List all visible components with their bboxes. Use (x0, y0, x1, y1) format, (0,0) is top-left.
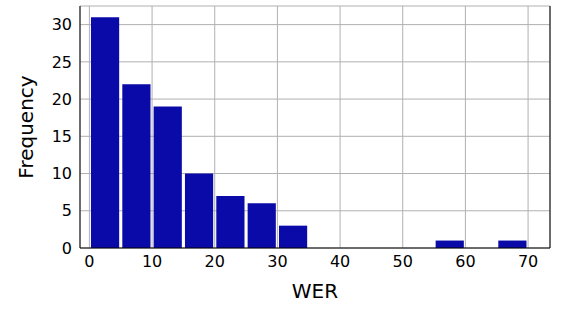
svg-text:15: 15 (52, 127, 72, 146)
svg-text:20: 20 (52, 90, 72, 109)
svg-text:60: 60 (455, 252, 475, 271)
svg-text:0: 0 (62, 239, 72, 258)
svg-text:0: 0 (84, 252, 94, 271)
svg-text:50: 50 (393, 252, 413, 271)
svg-text:25: 25 (52, 53, 72, 72)
svg-text:10: 10 (142, 252, 162, 271)
svg-text:5: 5 (62, 201, 72, 220)
svg-text:WER: WER (292, 279, 338, 303)
svg-text:70: 70 (518, 252, 538, 271)
svg-text:20: 20 (205, 252, 225, 271)
svg-text:40: 40 (330, 252, 350, 271)
svg-text:Frequency: Frequency (14, 75, 38, 178)
svg-text:30: 30 (52, 15, 72, 34)
svg-text:10: 10 (52, 164, 72, 183)
svg-text:30: 30 (267, 252, 287, 271)
